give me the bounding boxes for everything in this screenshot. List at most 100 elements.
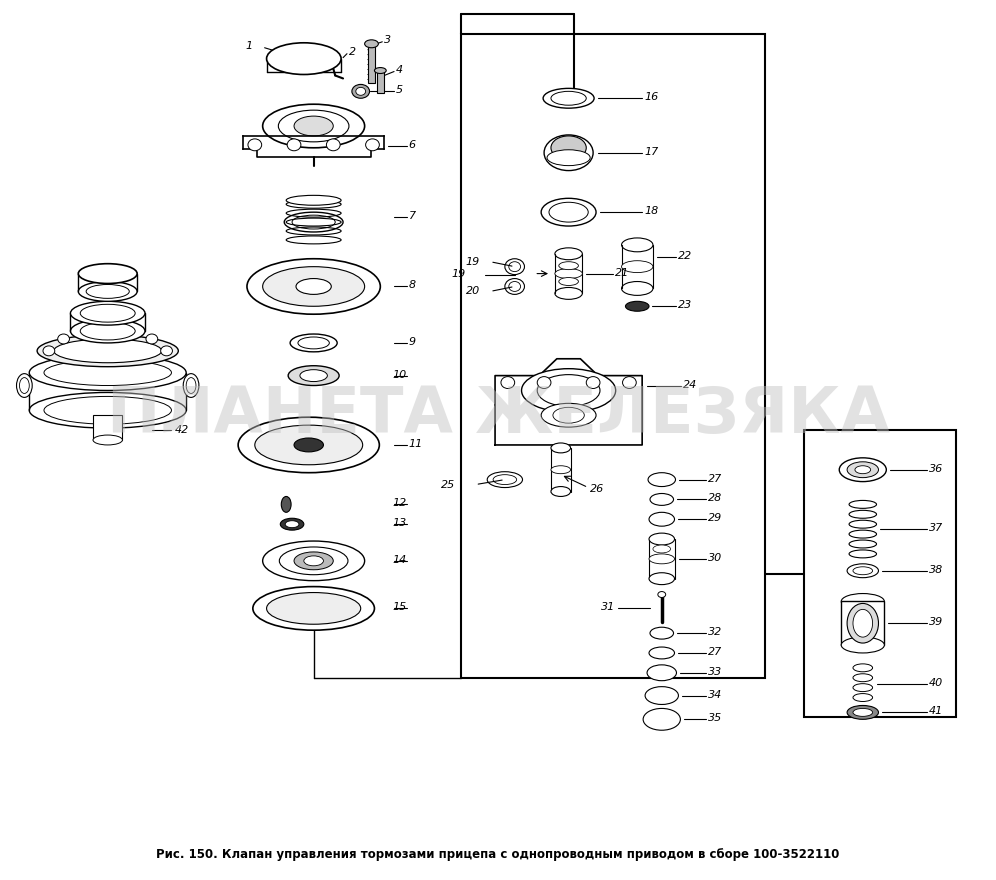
Ellipse shape — [160, 346, 172, 356]
Ellipse shape — [650, 494, 673, 505]
Text: 21: 21 — [615, 268, 628, 277]
Ellipse shape — [643, 708, 680, 730]
Ellipse shape — [551, 487, 571, 496]
Ellipse shape — [555, 268, 583, 279]
Text: 19: 19 — [466, 257, 480, 267]
Text: 25: 25 — [441, 480, 455, 489]
Text: 4: 4 — [396, 64, 403, 75]
Bar — [93, 415, 123, 440]
Text: 9: 9 — [408, 337, 416, 347]
Ellipse shape — [20, 378, 29, 393]
Ellipse shape — [493, 474, 517, 485]
Ellipse shape — [284, 212, 343, 232]
Ellipse shape — [81, 304, 135, 322]
Ellipse shape — [186, 378, 196, 393]
Text: 17: 17 — [644, 147, 658, 157]
Ellipse shape — [522, 369, 616, 412]
Ellipse shape — [54, 339, 161, 363]
Ellipse shape — [304, 556, 324, 566]
Ellipse shape — [625, 301, 649, 312]
Ellipse shape — [253, 587, 374, 630]
Ellipse shape — [547, 150, 591, 165]
Ellipse shape — [842, 637, 884, 653]
Ellipse shape — [79, 264, 137, 283]
Ellipse shape — [17, 374, 32, 398]
Text: 12: 12 — [392, 498, 406, 509]
Ellipse shape — [263, 267, 365, 306]
Ellipse shape — [501, 377, 515, 388]
Ellipse shape — [294, 116, 334, 136]
Ellipse shape — [848, 604, 878, 643]
Text: 8: 8 — [408, 281, 416, 290]
Text: 29: 29 — [708, 513, 722, 524]
Ellipse shape — [247, 259, 380, 314]
Ellipse shape — [286, 195, 341, 205]
Ellipse shape — [294, 438, 324, 452]
Ellipse shape — [294, 552, 334, 569]
Text: 26: 26 — [591, 483, 605, 494]
Ellipse shape — [327, 139, 340, 150]
Text: 39: 39 — [928, 617, 943, 627]
Ellipse shape — [645, 686, 678, 705]
Ellipse shape — [146, 334, 157, 344]
Text: 22: 22 — [678, 251, 692, 260]
Ellipse shape — [559, 277, 579, 285]
Ellipse shape — [649, 573, 674, 584]
Bar — [377, 71, 384, 93]
Text: 36: 36 — [928, 464, 943, 473]
Ellipse shape — [505, 279, 525, 295]
Ellipse shape — [559, 261, 579, 269]
Text: 34: 34 — [708, 690, 722, 700]
Ellipse shape — [648, 473, 675, 487]
Ellipse shape — [288, 366, 340, 385]
Text: 24: 24 — [683, 379, 697, 390]
Text: ПЛАНЕТА ЖЕЛЕЗЯКА: ПЛАНЕТА ЖЕЛЕЗЯКА — [107, 385, 889, 446]
Ellipse shape — [541, 198, 596, 226]
Text: 2: 2 — [349, 47, 357, 56]
Text: 20: 20 — [466, 286, 480, 297]
Ellipse shape — [840, 458, 886, 481]
Ellipse shape — [296, 279, 332, 295]
Ellipse shape — [356, 87, 366, 95]
Ellipse shape — [551, 92, 587, 106]
Ellipse shape — [555, 248, 583, 260]
Ellipse shape — [183, 374, 199, 398]
Ellipse shape — [280, 518, 304, 530]
Ellipse shape — [842, 593, 884, 609]
Ellipse shape — [853, 708, 872, 716]
Ellipse shape — [622, 238, 653, 252]
Ellipse shape — [848, 462, 878, 478]
Ellipse shape — [647, 665, 676, 681]
Ellipse shape — [300, 370, 328, 382]
Ellipse shape — [352, 84, 370, 99]
Ellipse shape — [653, 545, 670, 553]
Ellipse shape — [292, 215, 336, 229]
Ellipse shape — [622, 377, 636, 388]
Text: 3: 3 — [384, 35, 391, 45]
Text: 35: 35 — [708, 714, 722, 723]
Ellipse shape — [93, 435, 123, 445]
Text: 32: 32 — [708, 627, 722, 637]
Ellipse shape — [509, 261, 521, 272]
Ellipse shape — [853, 567, 872, 575]
Ellipse shape — [657, 591, 665, 598]
Ellipse shape — [553, 407, 585, 423]
Ellipse shape — [509, 282, 521, 291]
Ellipse shape — [248, 139, 262, 150]
Ellipse shape — [290, 334, 338, 352]
Text: 5: 5 — [396, 85, 403, 95]
Text: 30: 30 — [708, 553, 722, 563]
Ellipse shape — [537, 375, 600, 407]
Text: 14: 14 — [392, 555, 406, 565]
Text: 42: 42 — [174, 425, 188, 435]
Ellipse shape — [649, 533, 674, 545]
Ellipse shape — [263, 541, 365, 581]
Ellipse shape — [541, 403, 596, 427]
Ellipse shape — [649, 554, 674, 564]
Ellipse shape — [855, 466, 871, 473]
Ellipse shape — [649, 512, 674, 526]
Text: 28: 28 — [708, 494, 722, 503]
Ellipse shape — [366, 139, 379, 150]
Ellipse shape — [537, 377, 551, 388]
Ellipse shape — [622, 260, 653, 273]
